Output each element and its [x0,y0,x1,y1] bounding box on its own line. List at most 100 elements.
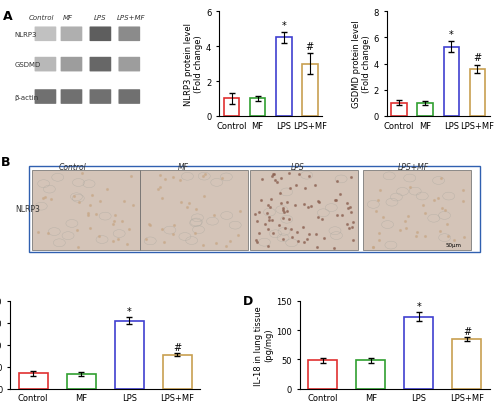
Point [314,198,322,205]
Point [330,245,338,252]
Y-axis label: IL-18 in lung tissue
(pg/mg): IL-18 in lung tissue (pg/mg) [254,305,274,384]
Point [268,217,276,224]
Text: #: # [306,41,314,52]
Text: B: B [0,156,10,169]
Point [200,173,207,180]
Point [255,230,263,236]
Point [420,234,428,240]
Point [444,233,452,240]
Point [277,175,285,182]
Bar [250,99,266,117]
Point [192,206,200,213]
FancyBboxPatch shape [34,90,56,105]
Bar [67,374,96,389]
Text: β-actin: β-actin [14,95,38,101]
Point [336,191,344,198]
Point [277,200,285,207]
Point [111,212,119,219]
Point [375,238,383,244]
Point [436,228,444,234]
Point [302,236,310,243]
Text: MF: MF [63,16,73,21]
Point [295,171,303,178]
Point [375,231,383,237]
Point [186,200,194,207]
Text: *: * [127,306,132,316]
Point [450,237,458,243]
Point [278,207,286,213]
Point [282,225,290,232]
Point [114,236,122,242]
Point [200,193,207,200]
Point [304,204,312,211]
Point [274,222,282,229]
Point [300,202,308,208]
Point [252,237,260,243]
Point [286,185,294,192]
Point [268,171,276,178]
Point [334,179,342,185]
Point [369,245,377,251]
Point [396,227,404,234]
Point [266,204,274,211]
Point [430,198,438,204]
FancyBboxPatch shape [60,58,82,72]
Point [170,222,178,228]
Point [330,198,338,204]
Point [96,198,104,205]
Point [376,187,384,194]
Point [120,199,128,205]
Point [76,199,84,205]
Point [103,187,111,193]
Point [268,173,276,180]
Point [458,199,466,205]
Point [110,218,118,225]
Point [218,175,226,182]
Point [154,187,162,193]
Bar [224,99,240,117]
Text: LPS+MF: LPS+MF [117,16,145,21]
Point [420,210,428,216]
Point [292,202,300,208]
Point [270,230,278,236]
Point [156,172,164,179]
Point [406,184,414,191]
Point [348,174,356,181]
Text: NLRP3: NLRP3 [15,204,40,213]
Point [332,213,340,219]
Point [191,231,199,237]
Point [142,236,150,243]
Point [251,211,259,217]
Bar [276,38,291,117]
Point [226,238,234,245]
Point [280,209,288,216]
Point [312,244,320,250]
Point [284,208,292,215]
Text: #: # [463,326,471,336]
Point [109,238,117,244]
Point [270,172,278,178]
Bar [452,339,482,389]
Point [210,212,218,218]
Point [109,222,117,228]
FancyBboxPatch shape [118,58,140,72]
Point [34,229,42,236]
Point [338,212,346,219]
Text: Control: Control [58,163,86,172]
Point [280,236,287,243]
Point [413,229,421,236]
Bar [32,171,140,251]
Point [178,199,186,206]
Point [200,172,208,178]
Bar [392,103,407,117]
Point [158,195,166,202]
Point [169,174,177,181]
Text: MF: MF [178,163,188,172]
Point [236,208,244,214]
Text: NLRP3: NLRP3 [14,32,37,38]
Point [169,231,177,238]
FancyBboxPatch shape [60,90,82,105]
Point [374,197,382,204]
Point [292,182,300,189]
Bar [444,47,459,117]
